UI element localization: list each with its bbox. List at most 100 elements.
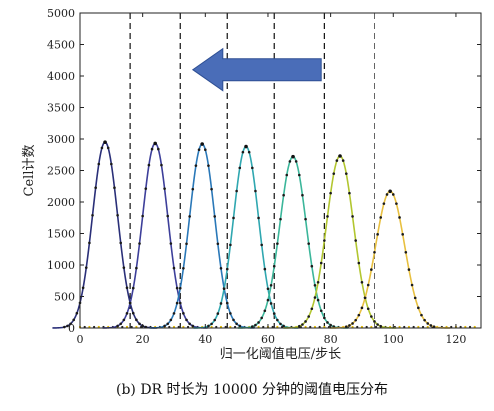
series-point <box>247 150 251 154</box>
series-point <box>116 324 119 328</box>
x-tick-label: 120 <box>445 333 466 346</box>
series-point <box>307 242 310 245</box>
series-point <box>216 242 220 246</box>
series-point <box>232 318 235 322</box>
series-point <box>360 280 364 284</box>
series-point <box>257 216 260 220</box>
series-point <box>429 324 433 327</box>
series-point <box>91 213 94 217</box>
series-point <box>122 266 126 269</box>
series-point <box>319 261 323 265</box>
series-point <box>241 150 245 154</box>
series-point <box>219 266 223 270</box>
series-point <box>182 312 185 315</box>
y-tick-label: 5000 <box>47 7 75 20</box>
series-point <box>254 323 257 327</box>
series-point <box>225 301 229 305</box>
series-point <box>257 321 260 324</box>
y-tick-label: 0 <box>68 322 75 335</box>
series-point <box>116 213 119 217</box>
series-point <box>263 267 267 271</box>
series-point <box>229 243 232 247</box>
series-point <box>178 286 182 290</box>
series-point <box>413 296 417 300</box>
series-point <box>110 162 113 166</box>
series-point <box>379 216 383 219</box>
series-point <box>351 215 354 218</box>
series-point <box>432 325 436 328</box>
x-axis-label: 归一化阈值电压/步长 <box>220 346 341 362</box>
series-point <box>254 189 257 193</box>
series-point <box>172 266 176 270</box>
series-point <box>216 312 220 315</box>
series-point <box>172 312 176 315</box>
series-point <box>147 163 151 167</box>
series-point <box>297 324 301 328</box>
series-point <box>363 296 367 300</box>
series-point <box>235 322 238 326</box>
series-point <box>329 191 332 195</box>
series-point <box>272 312 276 315</box>
series-point <box>351 322 354 325</box>
x-tick-label: 0 <box>77 333 84 346</box>
series-point <box>185 318 188 322</box>
series-point <box>135 266 138 270</box>
series-point <box>266 287 270 291</box>
series-point <box>366 307 370 311</box>
series-point <box>379 324 383 328</box>
series-point <box>260 316 264 320</box>
y-tick-label: 1500 <box>47 228 75 241</box>
series-peak-point <box>338 154 342 158</box>
series-point <box>138 322 141 326</box>
series-point <box>166 214 170 218</box>
series-point <box>207 324 210 328</box>
series-point <box>163 187 166 190</box>
x-tick-label: 80 <box>324 333 338 346</box>
series-point <box>175 286 179 290</box>
series-point <box>401 233 404 236</box>
y-tick-label: 1000 <box>47 259 75 272</box>
series-point <box>357 313 361 317</box>
series-point <box>238 324 242 328</box>
series-point <box>294 160 298 163</box>
series-point <box>157 147 160 151</box>
series-point <box>357 261 361 265</box>
x-tick-label: 40 <box>198 333 212 346</box>
plot-area <box>52 13 481 329</box>
series-point <box>348 324 351 327</box>
series-point <box>185 242 188 246</box>
series-point <box>370 315 373 318</box>
series-point <box>131 286 135 290</box>
series-point <box>276 242 279 245</box>
series-point <box>125 312 129 315</box>
series-point <box>332 172 336 175</box>
series-point <box>69 322 72 326</box>
series-point <box>304 320 307 323</box>
series-point <box>144 187 148 190</box>
series-point <box>166 322 170 326</box>
series-point <box>113 186 116 190</box>
series-point <box>175 301 179 305</box>
series-point <box>191 324 195 328</box>
series-point <box>135 318 138 322</box>
series-point <box>288 160 292 163</box>
series-point <box>169 318 173 322</box>
y-tick-label: 4000 <box>47 70 75 83</box>
series-point <box>138 242 141 245</box>
series-point <box>279 217 282 221</box>
series-point <box>285 173 289 177</box>
series-point <box>398 216 401 219</box>
series-point <box>88 241 91 245</box>
series-point <box>122 318 126 322</box>
series-point <box>232 216 235 220</box>
y-tick-label: 3000 <box>47 133 75 146</box>
series-point <box>279 322 282 326</box>
x-tick-label: 20 <box>136 333 150 346</box>
series-point <box>310 264 314 268</box>
series-point <box>213 215 217 218</box>
y-tick-label: 3500 <box>47 102 75 115</box>
series-point <box>316 280 320 284</box>
series-point <box>304 217 307 221</box>
series-point <box>119 322 123 326</box>
